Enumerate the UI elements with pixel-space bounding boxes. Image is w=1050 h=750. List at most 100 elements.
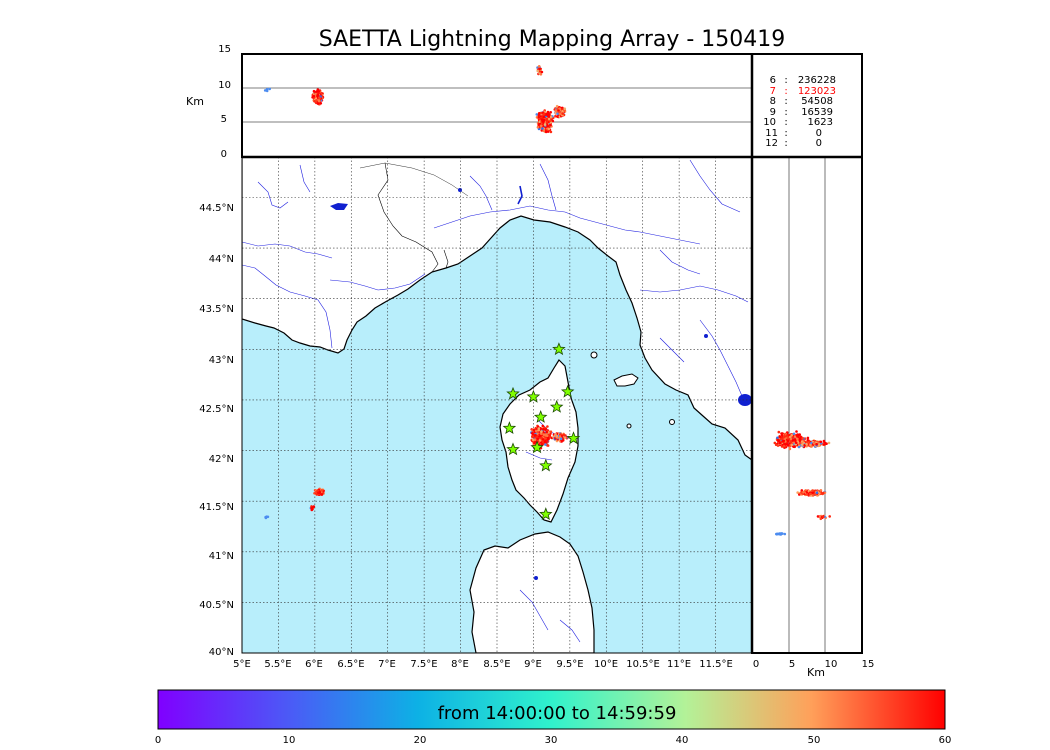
source-count: 0 <box>816 138 822 149</box>
adda-river <box>539 163 557 211</box>
colorbar-ticks: 0 10 20 30 40 50 60 <box>155 735 952 746</box>
latitude-tick: 41°N <box>209 551 234 562</box>
station-number: 8 <box>770 96 776 107</box>
altitude-source <box>782 444 786 448</box>
lightning-source <box>545 430 548 434</box>
altitude-source <box>555 104 559 108</box>
station-number: 10 <box>763 117 776 128</box>
altitude-source <box>783 435 787 438</box>
altitude-source <box>549 119 552 122</box>
altitude-source <box>817 444 821 448</box>
source-count: 54508 <box>801 96 833 107</box>
count-separator: : <box>784 117 787 128</box>
altitude-source <box>803 444 806 447</box>
altitude-panel-background <box>242 54 862 157</box>
source-count: 236228 <box>798 75 836 86</box>
altitude-source <box>786 439 790 443</box>
altitude-source <box>318 96 321 99</box>
longitude-tick: 7.5°E <box>410 659 437 670</box>
side-panel-background <box>752 157 862 653</box>
altitude-tick: 10 <box>218 80 231 91</box>
lightning-source <box>541 424 545 428</box>
altitude-source <box>545 117 549 121</box>
altitude-source <box>789 437 793 441</box>
lightning-source <box>559 437 563 441</box>
altitude-source <box>813 442 816 445</box>
altitude-source <box>815 491 819 495</box>
altitude-source <box>782 439 785 443</box>
altitude-axis-label: Km <box>186 95 204 108</box>
altitude-source <box>561 112 564 115</box>
altitude-source <box>563 107 567 110</box>
count-separator: : <box>784 138 787 149</box>
station-star-icon <box>539 507 553 521</box>
altitude-source <box>783 532 787 536</box>
altitude-source <box>548 113 551 116</box>
lightning-source <box>539 432 543 435</box>
altitude-source <box>317 99 321 103</box>
longitude-tick: 8.5°E <box>483 659 510 670</box>
altitude-source <box>818 515 822 519</box>
altitude-source <box>556 112 559 116</box>
station-count-row: 8 : 54508 <box>770 96 833 107</box>
altitude-source <box>265 89 269 93</box>
altitude-source <box>816 515 820 518</box>
station-count-row: 7 : 123023 <box>770 86 836 97</box>
altitude-source <box>542 116 545 119</box>
altitude-source <box>312 94 316 98</box>
altitude-source <box>809 492 812 496</box>
station-count-row: 11 : 0 <box>765 128 822 139</box>
latitude-tick: 42°N <box>209 454 234 465</box>
altitude-source <box>778 435 782 438</box>
side-x-tick: 15 <box>862 659 875 670</box>
altitude-source <box>556 115 560 119</box>
altitude-source <box>776 436 779 440</box>
altitude-source <box>545 120 549 123</box>
side-x-tick: 0 <box>753 659 759 670</box>
lake-bolsena <box>738 394 752 406</box>
altitude-source <box>790 443 794 447</box>
source-count: 1623 <box>808 117 833 128</box>
latitude-ticks: 44.5°N 44°N 43.5°N 43°N 42.5°N 42°N 41.5… <box>199 203 234 658</box>
station-star-icon <box>533 409 548 423</box>
station-star-icon <box>506 386 520 400</box>
side-x-ticks: 0 5 10 15 <box>753 659 875 670</box>
count-separator: : <box>784 96 787 107</box>
mainland-landmass <box>242 157 752 461</box>
latitude-tick: 40.5°N <box>199 600 234 611</box>
latitude-tick: 43.5°N <box>199 304 234 315</box>
altitude-lon-panel: Km 15 10 5 0 6 : 236228 7 : 123023 8 : 5… <box>186 44 863 160</box>
altitude-source <box>801 437 804 440</box>
altitude-source <box>790 433 793 437</box>
rivers <box>242 159 749 643</box>
altitude-tick: 5 <box>221 114 227 125</box>
lightning-source <box>544 443 547 446</box>
map-panel: 44.5°N 44°N 43.5°N 43°N 42.5°N 42°N 41.5… <box>199 156 753 670</box>
altitude-source <box>788 447 792 451</box>
lightning-source <box>544 439 547 443</box>
giglio-island <box>669 419 675 425</box>
altitude-lat-sources <box>773 430 831 536</box>
altitude-source <box>821 491 825 495</box>
lightning-source <box>531 438 535 442</box>
altitude-source <box>316 94 319 98</box>
altitude-source <box>810 441 813 445</box>
regional-border <box>359 162 469 197</box>
longitude-tick: 11°E <box>667 659 691 670</box>
altitude-source <box>543 123 547 126</box>
altitude-source <box>819 489 823 492</box>
capraia-island <box>590 351 598 359</box>
altitude-source <box>806 436 810 440</box>
station-count-row: 9 : 16539 <box>770 107 833 118</box>
lightning-source <box>539 427 542 431</box>
lake-geneva <box>330 203 348 210</box>
lightning-source <box>320 489 324 492</box>
altitude-source <box>819 517 823 521</box>
altitude-source <box>794 441 798 445</box>
ombrone-river <box>659 337 685 363</box>
lightning-source <box>531 435 534 438</box>
altitude-source <box>549 115 553 119</box>
altitude-source <box>822 443 826 446</box>
adige-river <box>689 159 741 213</box>
